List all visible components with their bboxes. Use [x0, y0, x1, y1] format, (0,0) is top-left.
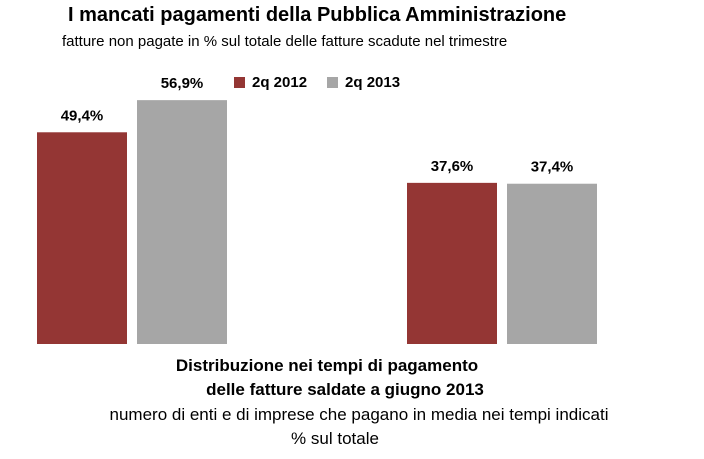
- data-label-2q-2013-0: 56,9%: [161, 75, 204, 92]
- section-subtitle-line1: numero di enti e di imprese che pagano i…: [109, 405, 609, 424]
- legend-item-2013: 2q 2013: [327, 74, 400, 91]
- bar-2q-2013-1: [507, 183, 597, 344]
- bar-2q-2012-1: [407, 182, 497, 344]
- section-subtitle-line2: % sul totale: [291, 429, 379, 448]
- legend-label-2012: 2q 2012: [252, 74, 308, 91]
- chart-title: I mancati pagamenti della Pubblica Ammin…: [68, 4, 567, 26]
- data-label-2q-2012-1: 37,6%: [431, 158, 474, 175]
- legend-swatch-2012: [234, 77, 245, 88]
- chart-subtitle: fatture non pagate in % sul totale delle…: [62, 33, 508, 50]
- legend-label-2013: 2q 2013: [345, 74, 401, 91]
- section-title-line1: Distribuzione nei tempi di pagamento: [175, 356, 479, 375]
- legend-swatch-2013: [327, 77, 339, 88]
- bar-2q-2012-0: [37, 132, 127, 344]
- legend-item-2012: 2q 2012: [234, 74, 307, 91]
- legend: 2q 2012 2q 2013: [234, 74, 420, 91]
- data-label-2q-2013-1: 37,4%: [531, 159, 574, 176]
- section-title-line2: delle fatture saldate a giugno 2013: [206, 380, 484, 399]
- data-label-2q-2012-0: 49,4%: [61, 107, 104, 124]
- bar-2q-2013-0: [137, 100, 227, 345]
